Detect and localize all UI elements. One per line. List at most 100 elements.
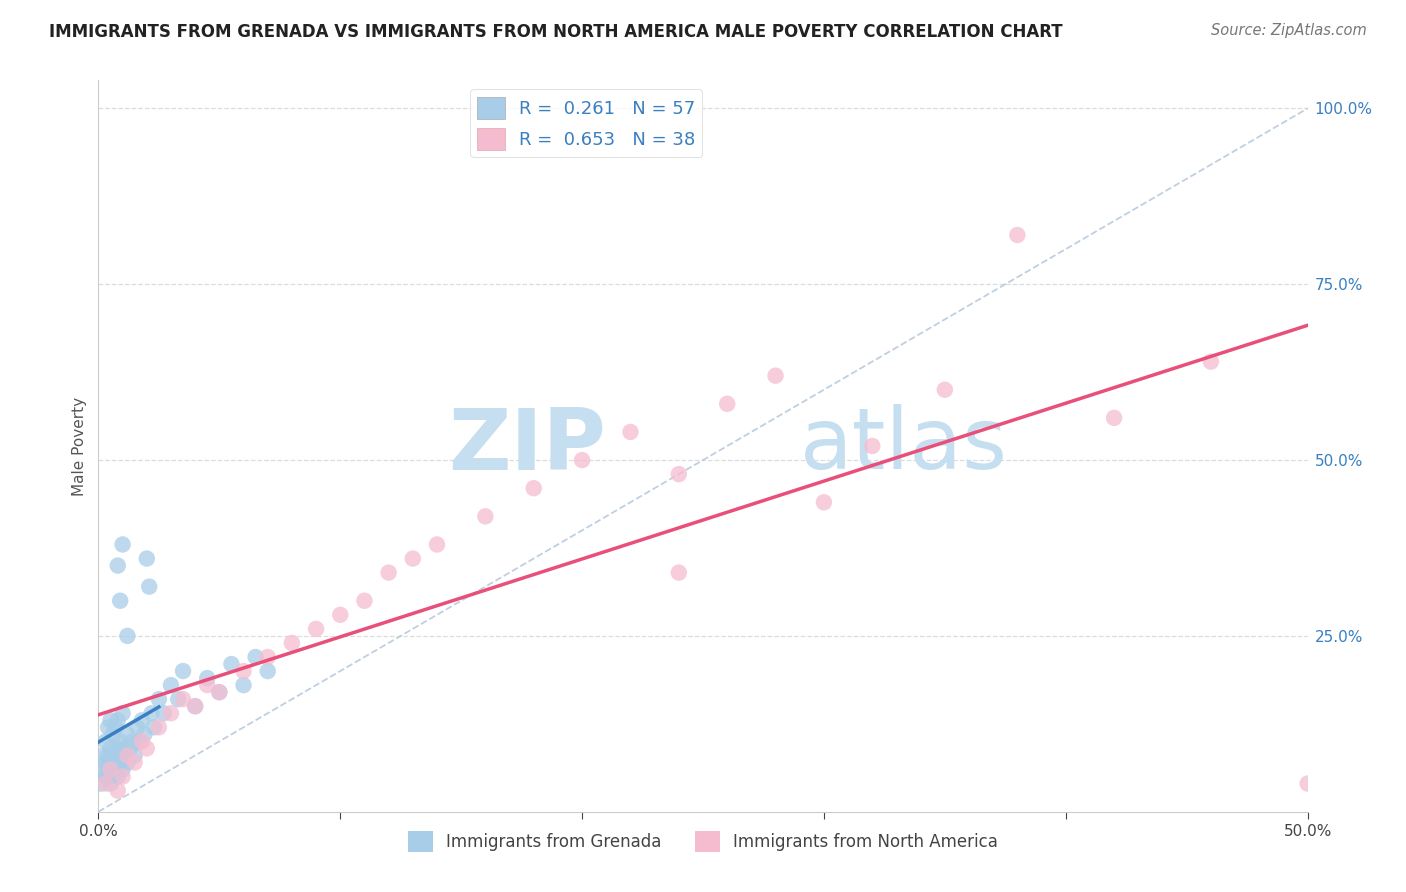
Point [118, 741, 141, 756]
Point [571, 453, 593, 467]
Point [100, 763, 122, 777]
Point [111, 770, 134, 784]
Point [245, 650, 267, 665]
Point [117, 748, 139, 763]
Point [716, 397, 738, 411]
Point [184, 699, 207, 714]
Point [143, 720, 166, 734]
Point [934, 383, 956, 397]
Point [104, 748, 127, 763]
Point [305, 622, 328, 636]
Point [107, 714, 129, 728]
Point [124, 748, 146, 763]
Point [256, 650, 278, 665]
Point [97, 763, 120, 777]
Point [195, 678, 218, 692]
Point [426, 537, 449, 551]
Point [100, 714, 122, 728]
Point [114, 748, 136, 763]
Point [208, 685, 231, 699]
Point [377, 566, 399, 580]
Point [195, 671, 218, 685]
Point [1199, 354, 1222, 368]
Point [107, 741, 129, 756]
Point [100, 763, 122, 777]
Point [94, 776, 117, 790]
Point [474, 509, 496, 524]
Point [108, 756, 131, 770]
Point [94, 734, 117, 748]
Point [90, 776, 112, 790]
Point [329, 607, 352, 622]
Point [104, 720, 127, 734]
Point [107, 770, 129, 784]
Point [121, 734, 143, 748]
Point [167, 692, 190, 706]
Point [111, 763, 134, 777]
Point [108, 593, 131, 607]
Point [131, 734, 153, 748]
Point [232, 678, 254, 692]
Point [127, 720, 149, 734]
Point [813, 495, 835, 509]
Point [208, 685, 231, 699]
Point [100, 741, 122, 756]
Point [94, 756, 117, 770]
Point [160, 678, 183, 692]
Point [172, 664, 194, 678]
Point [135, 741, 157, 756]
Text: atlas: atlas [800, 404, 1008, 488]
Point [111, 537, 134, 551]
Point [135, 551, 157, 566]
Point [523, 481, 546, 495]
Text: IMMIGRANTS FROM GRENADA VS IMMIGRANTS FROM NORTH AMERICA MALE POVERTY CORRELATIO: IMMIGRANTS FROM GRENADA VS IMMIGRANTS FR… [49, 23, 1063, 41]
Point [101, 756, 124, 770]
Point [160, 706, 183, 721]
Text: Source: ZipAtlas.com: Source: ZipAtlas.com [1211, 23, 1367, 38]
Point [668, 566, 690, 580]
Point [1296, 776, 1319, 790]
Point [184, 699, 207, 714]
Text: ZIP: ZIP [449, 404, 606, 488]
Point [152, 706, 174, 721]
Point [128, 734, 150, 748]
Point [94, 770, 117, 784]
Point [402, 551, 425, 566]
Point [281, 636, 304, 650]
Point [100, 776, 122, 790]
Point [232, 664, 254, 678]
Point [172, 692, 194, 706]
Point [111, 741, 134, 756]
Point [117, 629, 139, 643]
Point [353, 593, 375, 607]
Point [1102, 410, 1125, 425]
Point [97, 748, 120, 763]
Point [138, 580, 160, 594]
Point [148, 692, 170, 706]
Point [148, 720, 170, 734]
Point [111, 706, 134, 721]
Point [134, 727, 156, 741]
Point [1007, 227, 1029, 242]
Point [668, 467, 690, 482]
Point [141, 706, 163, 721]
Point [124, 756, 146, 770]
Point [101, 770, 124, 784]
Point [101, 727, 124, 741]
Point [104, 763, 127, 777]
Point [107, 558, 129, 573]
Point [221, 657, 243, 671]
Point [765, 368, 787, 383]
Point [91, 748, 114, 763]
Point [117, 727, 139, 741]
Point [97, 720, 120, 734]
Point [256, 664, 278, 678]
Point [860, 439, 883, 453]
Point [107, 783, 129, 797]
Point [131, 714, 153, 728]
Point [117, 756, 139, 770]
Y-axis label: Male Poverty: Male Poverty [72, 396, 87, 496]
Point [619, 425, 641, 439]
Legend: Immigrants from Grenada, Immigrants from North America: Immigrants from Grenada, Immigrants from… [401, 824, 1005, 858]
Point [108, 734, 131, 748]
